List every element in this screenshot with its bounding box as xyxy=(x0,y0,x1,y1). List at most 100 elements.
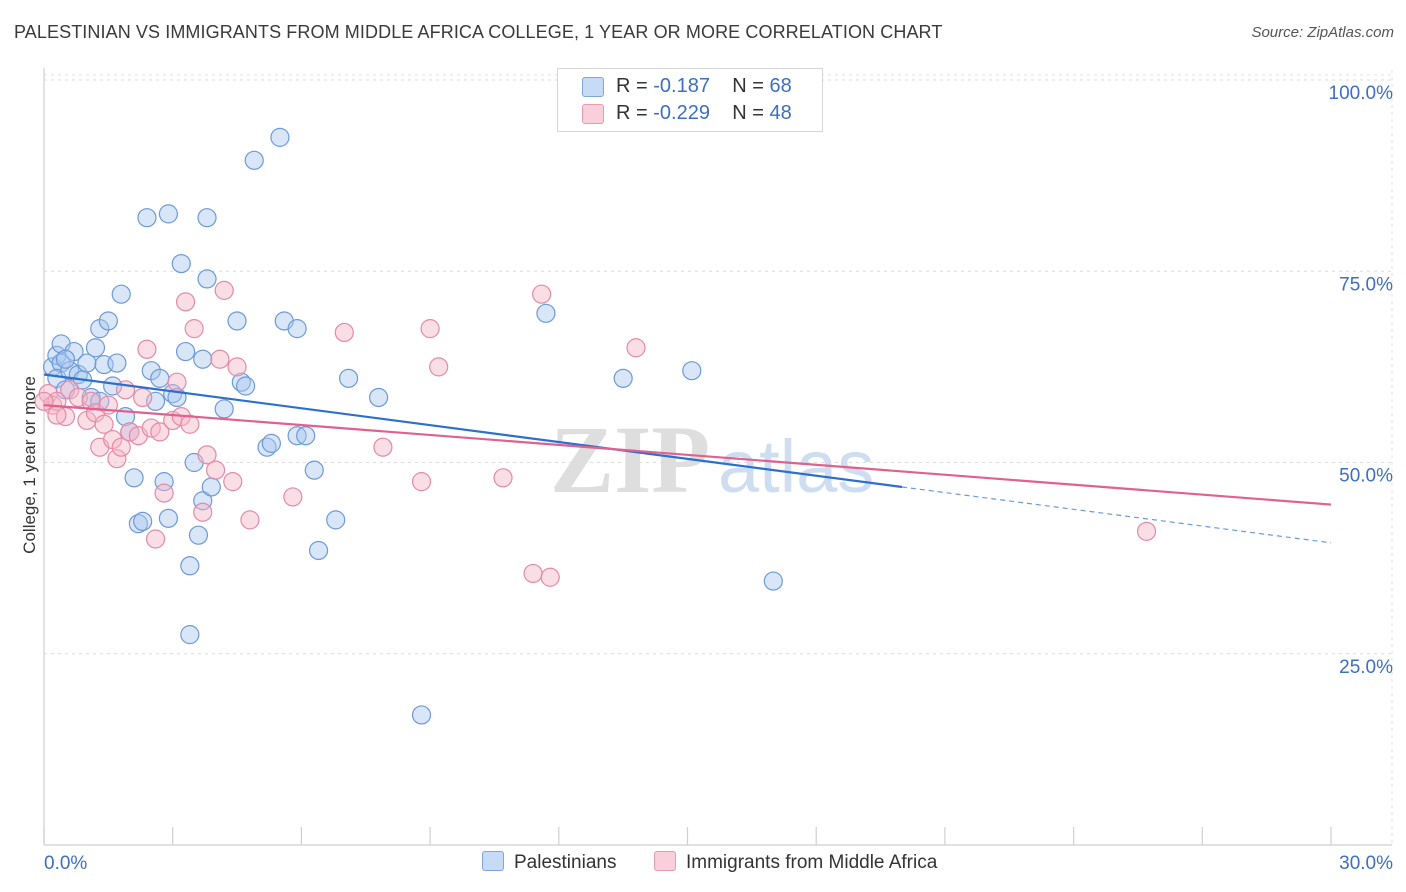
legend-n-value: 48 xyxy=(769,102,792,124)
bottom-legend-middle-africa: Immigrants from Middle Africa xyxy=(654,851,937,874)
data-point xyxy=(188,525,209,545)
legend-n-label: N = xyxy=(732,75,764,97)
bottom-legend-swatch-blue xyxy=(482,851,504,871)
data-point xyxy=(193,491,213,511)
watermark-zip: ZIP xyxy=(550,406,710,513)
data-point xyxy=(137,339,157,359)
data-point xyxy=(1136,521,1157,541)
x-tick-label: 0.0% xyxy=(44,853,87,874)
data-point xyxy=(287,319,307,339)
data-point xyxy=(154,472,174,492)
data-point xyxy=(536,303,556,323)
legend-swatch-pink xyxy=(582,104,604,124)
legend-r-value: -0.229 xyxy=(653,102,710,124)
data-point xyxy=(304,460,324,480)
data-point xyxy=(193,502,213,522)
data-point xyxy=(283,487,303,507)
data-point xyxy=(214,280,234,300)
data-point xyxy=(626,338,646,358)
data-point xyxy=(236,376,256,396)
data-point xyxy=(429,357,449,377)
data-point xyxy=(240,510,260,530)
data-point xyxy=(411,472,432,492)
data-point xyxy=(111,284,131,304)
data-point xyxy=(133,387,153,408)
bottom-legend-palestinians: Palestinians xyxy=(482,851,616,874)
data-point xyxy=(55,349,76,369)
data-point xyxy=(326,510,346,530)
legend-r-label: R = xyxy=(616,75,648,97)
legend-n-label: N = xyxy=(732,102,764,124)
data-point xyxy=(145,391,166,411)
data-point xyxy=(210,349,230,369)
trend-lines xyxy=(43,373,1332,544)
trend-line-extension xyxy=(901,486,1332,544)
data-point xyxy=(193,349,213,369)
data-point xyxy=(85,338,106,358)
tick-labels: 25.0% 50.0% 75.0% 100.0% 0.0% 30.0% xyxy=(44,83,1393,874)
legend-swatch-blue xyxy=(582,77,604,97)
data-point xyxy=(197,208,217,228)
data-point xyxy=(613,368,633,388)
data-point xyxy=(296,426,316,446)
data-point xyxy=(133,511,153,532)
data-point xyxy=(420,319,440,339)
data-point xyxy=(167,372,187,392)
data-point xyxy=(411,705,432,725)
y-tick-label: 25.0% xyxy=(1339,657,1393,678)
data-point xyxy=(532,284,552,304)
data-point xyxy=(103,376,123,396)
data-point xyxy=(150,368,170,388)
data-point xyxy=(227,311,247,331)
data-point xyxy=(763,571,783,591)
data-point xyxy=(145,529,166,549)
axes xyxy=(43,68,1392,846)
data-point xyxy=(175,292,196,312)
data-point xyxy=(197,445,217,465)
data-point xyxy=(261,433,281,453)
bottom-legend-label: Immigrants from Middle Africa xyxy=(686,852,938,873)
legend-r-value: -0.187 xyxy=(653,75,710,97)
data-point xyxy=(47,405,67,425)
data-point xyxy=(180,414,200,434)
data-point xyxy=(206,460,226,480)
data-point xyxy=(107,449,127,469)
data-point xyxy=(369,387,389,408)
y-axis-label: College, 1 year or more xyxy=(20,376,39,554)
data-point xyxy=(197,269,217,289)
data-point xyxy=(338,368,359,388)
data-point xyxy=(334,322,354,343)
data-point xyxy=(154,483,174,503)
y-tick-label: 50.0% xyxy=(1339,466,1393,487)
data-point xyxy=(493,468,513,488)
data-point xyxy=(244,150,264,170)
data-point xyxy=(227,357,247,377)
data-point xyxy=(523,563,543,584)
data-point xyxy=(124,468,144,488)
data-point xyxy=(98,311,118,331)
legend-n-value: 68 xyxy=(769,75,792,97)
data-point xyxy=(150,422,170,442)
legend-r-label: R = xyxy=(616,102,648,124)
data-point xyxy=(184,319,204,339)
trend-line xyxy=(43,373,903,489)
data-point xyxy=(373,437,393,457)
source-label: Source: ZipAtlas.com xyxy=(1251,24,1394,41)
data-point xyxy=(171,254,191,274)
data-point xyxy=(308,540,329,561)
data-point xyxy=(201,477,221,497)
data-point xyxy=(68,387,88,408)
y-tick-label: 100.0% xyxy=(1329,83,1394,104)
data-point xyxy=(540,567,560,587)
data-point xyxy=(111,437,131,457)
data-point xyxy=(107,353,127,373)
data-point xyxy=(180,556,200,576)
x-tick-label: 30.0% xyxy=(1339,853,1393,874)
data-point xyxy=(180,625,200,645)
data-point xyxy=(214,399,234,419)
data-point xyxy=(682,361,702,381)
data-point xyxy=(270,127,290,147)
data-point xyxy=(94,414,114,434)
correlation-legend: R = -0.187 N = 68 R = -0.229 N = 48 xyxy=(557,68,823,132)
